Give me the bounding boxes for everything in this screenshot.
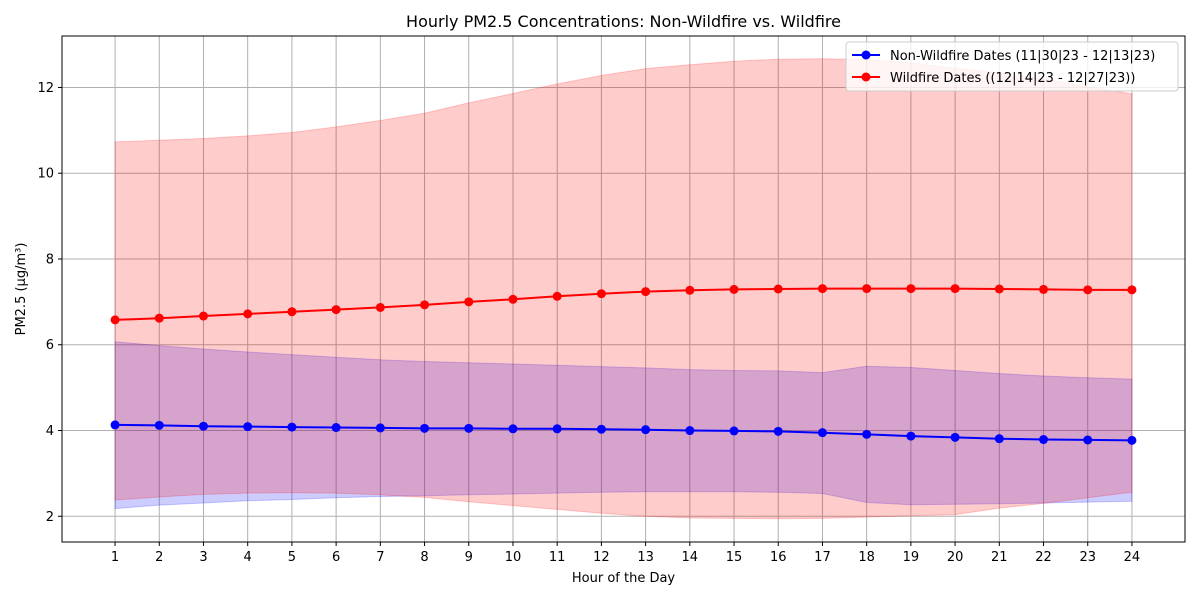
x-tick-label: 11 [549, 550, 566, 565]
series-lines [110, 284, 1137, 445]
chart-title: Hourly PM2.5 Concentrations: Non-Wildfir… [406, 12, 841, 31]
series-2-point [375, 302, 385, 312]
series-2-point [729, 284, 739, 294]
series-2-point [685, 285, 695, 295]
series-2-point [994, 284, 1004, 294]
series-1-point [641, 425, 651, 435]
series-1-point [508, 424, 518, 434]
x-tick-label: 17 [814, 550, 831, 565]
x-tick-label: 5 [288, 550, 296, 565]
series-2-line [115, 287, 1132, 321]
series-1-point [906, 431, 916, 441]
series-2-point [817, 284, 827, 294]
series-2-point [331, 305, 341, 315]
series-2-point [420, 300, 430, 310]
x-tick-label: 3 [199, 550, 207, 565]
series-2-point [1039, 284, 1049, 294]
series-2-point [773, 284, 783, 294]
series-1-point [1127, 435, 1137, 445]
series-1-point [464, 423, 474, 433]
series-2-point [110, 315, 120, 325]
series-1-point [375, 423, 385, 433]
series-1-point [110, 420, 120, 430]
x-tick-label: 8 [420, 550, 428, 565]
series-1-point [729, 426, 739, 436]
series-1-point [596, 424, 606, 434]
series-1-point [198, 421, 208, 431]
series-1-point [287, 422, 297, 432]
series-1-point [1083, 435, 1093, 445]
series-1-point [994, 434, 1004, 444]
x-tick-label: 12 [593, 550, 610, 565]
x-tick-label: 20 [947, 550, 964, 565]
legend-label-1: Non-Wildfire Dates (11|30|23 - 12|13|23) [890, 49, 1155, 64]
series-2-point [464, 297, 474, 307]
x-tick-label: 24 [1124, 550, 1141, 565]
legend-marker-2 [861, 72, 871, 82]
series-2-point [596, 289, 606, 299]
series-1-point [154, 420, 164, 430]
x-tick-label: 19 [903, 550, 920, 565]
series-2-point [287, 307, 297, 317]
series-2-point [552, 291, 562, 301]
series-2-point [198, 311, 208, 321]
y-tick-label: 8 [46, 252, 54, 267]
x-tick-label: 7 [376, 550, 384, 565]
x-tick-label: 14 [682, 550, 699, 565]
y-tick-label: 12 [37, 81, 54, 96]
x-tick-label: 23 [1079, 550, 1096, 565]
x-tick-label: 22 [1035, 550, 1052, 565]
x-axis-label: Hour of the Day [572, 571, 676, 586]
y-tick-label: 6 [46, 338, 54, 353]
y-axis-label: PM2.5 (µg/m³) [14, 243, 29, 336]
confidence-bands [114, 58, 1133, 520]
legend-label-2: Wildfire Dates ((12|14|23 - 12|27|23)) [890, 71, 1135, 86]
x-tick-label: 18 [858, 550, 875, 565]
x-tick-label: 9 [465, 550, 473, 565]
series-1-point [773, 426, 783, 436]
series-2-point [950, 284, 960, 294]
x-tick-label: 21 [991, 550, 1008, 565]
series-2-point [243, 309, 253, 319]
series-1-point [862, 429, 872, 439]
series-2-point [1127, 285, 1137, 295]
legend-box [845, 41, 1179, 92]
x-tick-label: 10 [505, 550, 522, 565]
legend-marker-1 [861, 50, 871, 60]
series-1-point [685, 426, 695, 436]
series-1-point [243, 422, 253, 432]
series-2-point [508, 294, 518, 304]
series-1-point [1039, 435, 1049, 445]
plot-frame [61, 35, 1186, 543]
y-tick-label: 2 [46, 510, 54, 525]
x-tick-label: 4 [244, 550, 252, 565]
x-tick-label: 1 [111, 550, 119, 565]
x-tick-label: 16 [770, 550, 787, 565]
y-tick-label: 10 [37, 167, 54, 182]
series-2-point [1083, 285, 1093, 295]
x-tick-label: 6 [332, 550, 340, 565]
x-tick-label: 15 [726, 550, 743, 565]
series-2-point [906, 284, 916, 294]
legend: Non-Wildfire Dates (11|30|23 - 12|13|23)… [845, 41, 1179, 92]
axis-ticks: 1 2 3 4 5 6 7 8 9 10 11 12 13 14 15 16 17 18 19 20 21 22 23 242… [37, 81, 1140, 565]
series-2-point [641, 287, 651, 297]
x-tick-label: 2 [155, 550, 163, 565]
series-1-point [817, 428, 827, 438]
series-2-point [154, 313, 164, 323]
series-2-point [862, 284, 872, 294]
series-1-line [115, 423, 1132, 442]
y-tick-label: 4 [46, 424, 54, 439]
series-2-band [114, 58, 1133, 520]
series-1-point [331, 423, 341, 433]
series-1-band [114, 341, 1133, 510]
series-1-point [552, 424, 562, 434]
series-1-point [950, 432, 960, 442]
series-1-point [420, 423, 430, 433]
x-tick-label: 13 [637, 550, 654, 565]
